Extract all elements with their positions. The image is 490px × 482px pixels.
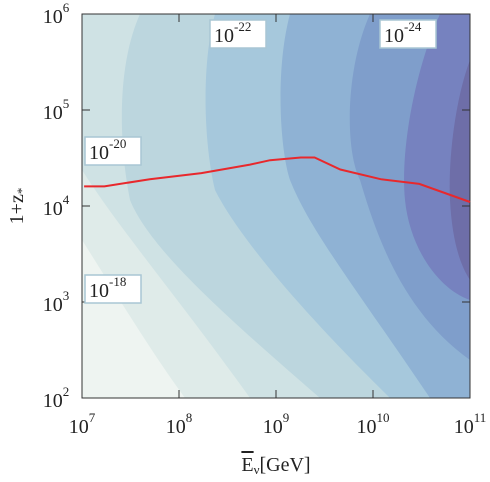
y-tick-label: 104 [43,192,70,220]
contour-band [82,240,185,398]
x-label-main: E [241,454,253,476]
tick-base: 10 [454,416,474,438]
contour-label-box [84,136,142,166]
contour-label: 10-22 [214,19,251,47]
contour-label-base: 10 [214,25,234,47]
contour-label-power: -22 [234,19,251,34]
y-tick-label: 103 [43,288,70,316]
contour-label-base: 10 [384,25,404,47]
tick-base: 10 [357,416,377,438]
tick-base: 10 [263,416,283,438]
y-label-main: 1+z [6,194,28,224]
contour-label-box [379,19,437,49]
tick-base: 10 [43,6,63,28]
contour-label-power: -24 [404,19,422,34]
contour-label-base: 10 [89,280,109,302]
y-tick-label: 105 [43,96,70,124]
contour-label-power: -20 [109,136,126,151]
contour-label-power: -18 [109,274,126,289]
contour-label-box [84,274,142,304]
x-axis-label: Eν[GeV] [241,454,310,477]
tick-power: 9 [283,410,290,425]
tick-power: 3 [63,288,70,303]
contour-label: 10-18 [89,274,126,302]
tick-base: 10 [43,102,63,124]
tick-power: 6 [63,0,70,15]
x-tick-label: 109 [263,410,290,438]
x-tick-label: 107 [69,410,96,438]
contour-band [449,60,470,280]
y-tick-label: 106 [43,0,70,28]
tick-base: 10 [43,294,63,316]
tick-power: 2 [63,384,70,399]
tick-power: 11 [474,410,487,425]
contour-label: 10-24 [384,19,422,47]
data-line [84,156,471,203]
tick-base: 10 [43,390,63,412]
contour-label-box [209,19,267,49]
tick-power: 5 [63,96,70,111]
x-label-sub: ν [254,462,260,477]
x-tick-label: 1010 [357,410,390,438]
lines [84,156,471,203]
y-tick-label: 102 [43,384,70,412]
contour-fill [82,14,470,398]
tick-base: 10 [69,416,89,438]
x-tick-label: 108 [166,410,193,438]
x-label-unit: [GeV] [260,454,311,476]
x-tick-label: 1011 [454,410,487,438]
y-label-sub: * [14,188,29,195]
tick-base: 10 [43,198,63,220]
tick-base: 10 [166,416,186,438]
tick-power: 4 [63,192,70,207]
tick-power: 7 [89,410,96,425]
y-axis-label: 1+z* [6,188,29,225]
tick-power: 10 [377,410,390,425]
tick-power: 8 [186,410,193,425]
contour-label: 10-20 [89,136,126,164]
contour-label-base: 10 [89,142,109,164]
